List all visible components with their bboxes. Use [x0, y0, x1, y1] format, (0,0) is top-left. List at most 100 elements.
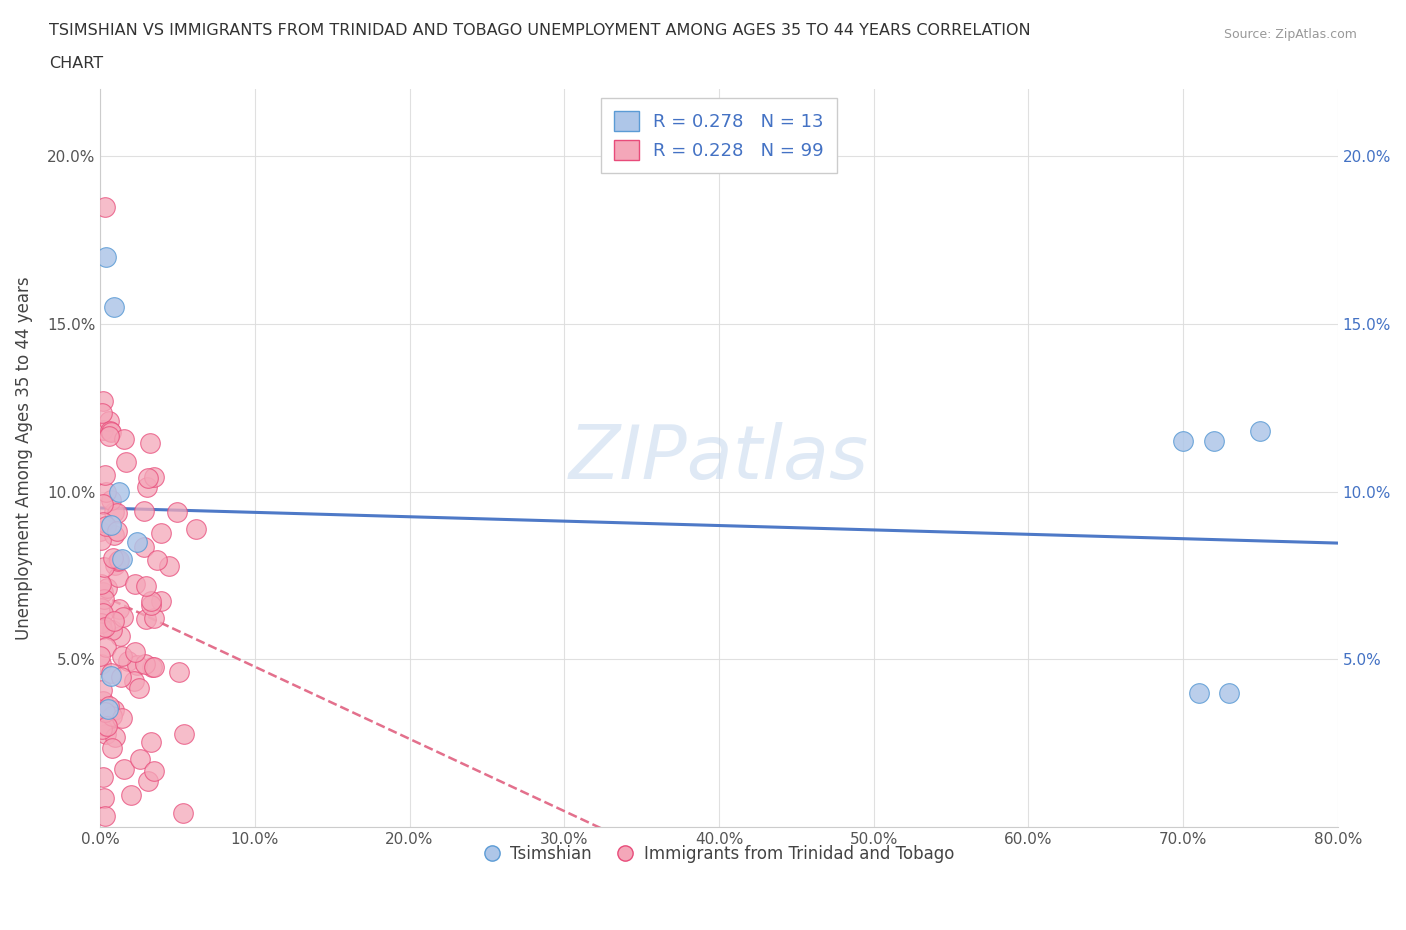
Y-axis label: Unemployment Among Ages 35 to 44 years: Unemployment Among Ages 35 to 44 years	[15, 276, 32, 640]
Point	[104, 730, 127, 745]
Point	[1202, 434, 1225, 449]
Point	[90, 657, 112, 671]
Point	[96, 580, 118, 595]
Point	[91, 393, 114, 408]
Point	[110, 629, 132, 644]
Point	[100, 492, 122, 507]
Point	[91, 770, 114, 785]
Point	[98, 423, 121, 438]
Point	[91, 622, 114, 637]
Point	[135, 578, 157, 593]
Point	[173, 726, 195, 741]
Point	[93, 591, 115, 606]
Point	[139, 597, 162, 612]
Point	[157, 558, 180, 573]
Point	[132, 504, 155, 519]
Point	[90, 722, 112, 737]
Point	[108, 602, 131, 617]
Point	[103, 299, 125, 314]
Point	[94, 199, 117, 214]
Point	[90, 601, 112, 616]
Point	[94, 719, 117, 734]
Point	[111, 551, 134, 566]
Point	[172, 805, 194, 820]
Point	[111, 711, 134, 725]
Point	[94, 808, 117, 823]
Point	[142, 764, 165, 778]
Point	[142, 659, 165, 674]
Point	[91, 585, 114, 600]
Point	[103, 504, 125, 519]
Point	[105, 524, 128, 538]
Point	[114, 454, 136, 469]
Point	[100, 518, 122, 533]
Point	[110, 669, 132, 684]
Point	[91, 423, 114, 438]
Point	[91, 694, 114, 709]
Point	[90, 577, 112, 591]
Point	[101, 551, 124, 565]
Point	[89, 524, 111, 538]
Point	[94, 726, 117, 741]
Point	[143, 469, 166, 484]
Point	[132, 539, 155, 554]
Point	[101, 740, 124, 755]
Point	[127, 535, 149, 550]
Point	[166, 505, 188, 520]
Point	[107, 570, 129, 585]
Point	[100, 622, 122, 637]
Point	[127, 658, 149, 672]
Point	[134, 657, 156, 671]
Point	[135, 611, 157, 626]
Point	[117, 653, 139, 668]
Point	[149, 525, 172, 540]
Point	[96, 719, 118, 734]
Point	[94, 619, 117, 634]
Point	[145, 552, 167, 567]
Point	[120, 788, 142, 803]
Point	[139, 435, 162, 450]
Point	[141, 593, 163, 608]
Point	[143, 611, 166, 626]
Point	[89, 649, 111, 664]
Point	[122, 673, 145, 688]
Point	[96, 249, 118, 264]
Point	[1218, 685, 1240, 700]
Point	[141, 660, 163, 675]
Point	[93, 514, 115, 529]
Point	[91, 605, 114, 620]
Point	[104, 558, 127, 573]
Point	[150, 594, 173, 609]
Point	[135, 480, 157, 495]
Point	[94, 639, 117, 654]
Point	[136, 471, 159, 485]
Point	[93, 468, 115, 483]
Point	[94, 485, 117, 499]
Point	[1187, 685, 1209, 700]
Text: TSIMSHIAN VS IMMIGRANTS FROM TRINIDAD AND TOBAGO UNEMPLOYMENT AMONG AGES 35 TO 4: TSIMSHIAN VS IMMIGRANTS FROM TRINIDAD AN…	[49, 23, 1031, 38]
Point	[112, 432, 135, 447]
Legend: Tsimshian, Immigrants from Trinidad and Tobago: Tsimshian, Immigrants from Trinidad and …	[477, 839, 960, 870]
Point	[97, 702, 120, 717]
Point	[112, 609, 135, 624]
Point	[100, 666, 122, 681]
Text: ZIPatlas: ZIPatlas	[569, 422, 869, 494]
Point	[107, 485, 129, 499]
Point	[136, 774, 159, 789]
Point	[103, 613, 125, 628]
Point	[1249, 424, 1271, 439]
Point	[112, 762, 135, 777]
Text: Source: ZipAtlas.com: Source: ZipAtlas.com	[1223, 28, 1357, 41]
Point	[100, 669, 122, 684]
Text: CHART: CHART	[49, 56, 103, 71]
Point	[141, 735, 163, 750]
Point	[97, 429, 120, 444]
Point	[1171, 434, 1194, 449]
Point	[124, 577, 146, 591]
Point	[107, 553, 129, 568]
Point	[111, 649, 134, 664]
Point	[124, 644, 146, 659]
Point	[90, 683, 112, 698]
Point	[93, 704, 115, 719]
Point	[90, 533, 112, 548]
